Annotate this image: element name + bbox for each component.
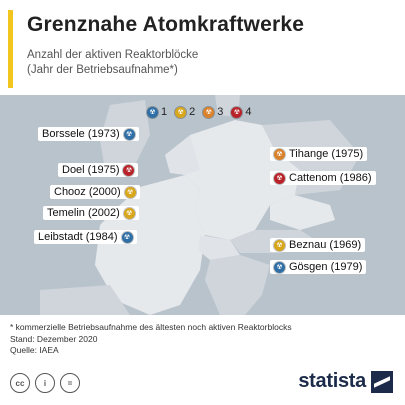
legend-label: 2 (189, 106, 196, 118)
reactor-4-icon: ☢ (123, 164, 135, 176)
legend-item-2: ☢ 2 (175, 106, 195, 118)
reactor-2-icon: ☢ (274, 239, 285, 251)
plant-temelin: Temelin (2002) ☢ (43, 206, 139, 220)
plant-goesgen: Gösgen (1979) ☢ (270, 260, 367, 274)
legend-item-1: ☢ 1 (147, 106, 167, 118)
cc-icon[interactable]: cc (10, 373, 30, 393)
czech-shape (270, 195, 335, 230)
plant-label: Chooz (2000) (54, 186, 121, 198)
reactor-3-icon: ☢ (274, 148, 285, 160)
plant-label: Doel (1975) (62, 164, 120, 176)
reactor-1-icon: ☢ (147, 106, 158, 118)
benelux-shape (165, 135, 200, 175)
legend-label: 1 (161, 106, 168, 118)
plant-beznau: Beznau (1969) ☢ (270, 238, 366, 252)
statista-logo[interactable]: statista (298, 370, 393, 393)
footnote: * kommerzielle Betriebsaufnahme des älte… (10, 322, 400, 357)
note-line-3: Quelle: IAEA (10, 345, 59, 355)
map-shapes (40, 95, 360, 315)
reactor-2-icon: ☢ (124, 186, 136, 198)
plant-chooz: Chooz (2000) ☢ (50, 185, 140, 199)
reactor-2-icon: ☢ (123, 207, 135, 219)
reactor-1-icon: ☢ (121, 231, 133, 243)
reactor-3-icon: ☢ (203, 106, 215, 118)
plant-label: Borssele (1973) (42, 128, 120, 140)
reactor-1-icon: ☢ (274, 261, 285, 273)
note-line-2: Stand: Dezember 2020 (10, 333, 98, 344)
legend-label: 3 (217, 106, 224, 118)
europe-map (0, 95, 405, 315)
legend: ☢ 1 ☢ 2 ☢ 3 ☢ 4 (147, 106, 252, 118)
plant-label: Temelin (2002) (47, 207, 120, 219)
plant-leibstadt: Leibstadt (1984) ☢ (34, 230, 137, 244)
spain-shape (40, 285, 130, 315)
subtitle-line-2: (Jahr der Betriebsaufnahme*) (27, 64, 178, 76)
subtitle-line-1: Anzahl der aktiven Reaktorblöcke (27, 49, 199, 61)
no-derivatives-icon[interactable]: = (60, 373, 80, 393)
note-line-1: * kommerzielle Betriebsaufnahme des älte… (10, 322, 292, 332)
plant-label: Cattenom (1986) (289, 172, 372, 184)
plant-borssele: Borssele (1973) ☢ (38, 127, 139, 141)
plant-cattenom: Cattenom (1986) ☢ (270, 171, 376, 185)
plant-label: Leibstadt (1984) (38, 231, 118, 243)
legend-item-4: ☢ 4 (231, 106, 252, 118)
plant-doel: Doel (1975) ☢ (58, 163, 139, 177)
switzerland-shape (198, 235, 240, 260)
chart-title: Grenznahe Atomkraftwerke (27, 13, 305, 36)
reactor-2-icon: ☢ (175, 106, 187, 118)
italy-shape (205, 255, 270, 315)
license-icons: cc i = (10, 373, 80, 393)
reactor-1-icon: ☢ (123, 128, 135, 140)
reactor-4-icon: ☢ (274, 172, 285, 184)
legend-item-3: ☢ 3 (203, 106, 223, 118)
attribution-icon[interactable]: i (35, 373, 55, 393)
plant-label: Gösgen (1979) (289, 261, 363, 273)
reactor-4-icon: ☢ (231, 106, 243, 118)
plant-label: Beznau (1969) (289, 239, 362, 251)
statista-logo-icon (371, 370, 393, 393)
chart-subtitle: Anzahl der aktiven Reaktorblöcke (Jahr d… (27, 48, 357, 78)
accent-bar (8, 10, 13, 88)
plant-tihange: Tihange (1975) ☢ (270, 147, 368, 161)
brand-name: statista (298, 370, 366, 392)
legend-label: 4 (245, 106, 252, 118)
plant-label: Tihange (1975) (289, 148, 364, 160)
